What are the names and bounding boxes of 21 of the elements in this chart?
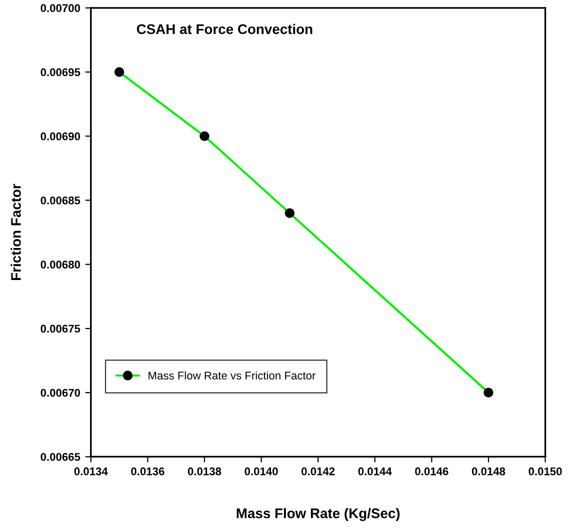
y-tick-label: 0.00700 [40, 4, 80, 12]
x-tick-label: 0.0148 [472, 467, 506, 476]
x-tick-label: 0.0146 [415, 467, 448, 476]
y-tick-label: 0.00665 [40, 452, 80, 461]
y-tick-label: 0.00685 [40, 196, 80, 204]
y-tick-label: 0.00690 [40, 132, 80, 140]
x-tick-label: 0.0142 [302, 467, 335, 476]
x-tick-label: 0.0134 [74, 467, 108, 476]
x-tick-label: 0.0140 [244, 467, 278, 476]
legend-label: Mass Flow Rate vs Friction Factor [148, 371, 316, 380]
y-tick-label: 0.00680 [40, 260, 80, 269]
x-axis-title: Mass Flow Rate (Kg/Sec) [236, 508, 400, 522]
text: CSAH at Force Convection [136, 24, 312, 34]
x-tick-label: 0.0136 [131, 467, 164, 476]
y-tick-label: 0.00675 [40, 324, 80, 333]
x-tick-label: 0.0150 [528, 467, 562, 476]
y-axis-title: Friction Factor [10, 184, 21, 280]
y-tick-label: 0.00670 [40, 388, 80, 397]
x-tick-label: 0.0144 [358, 467, 392, 476]
x-tick-label: 0.0138 [188, 467, 222, 476]
y-tick-label: 0.00695 [40, 68, 80, 76]
